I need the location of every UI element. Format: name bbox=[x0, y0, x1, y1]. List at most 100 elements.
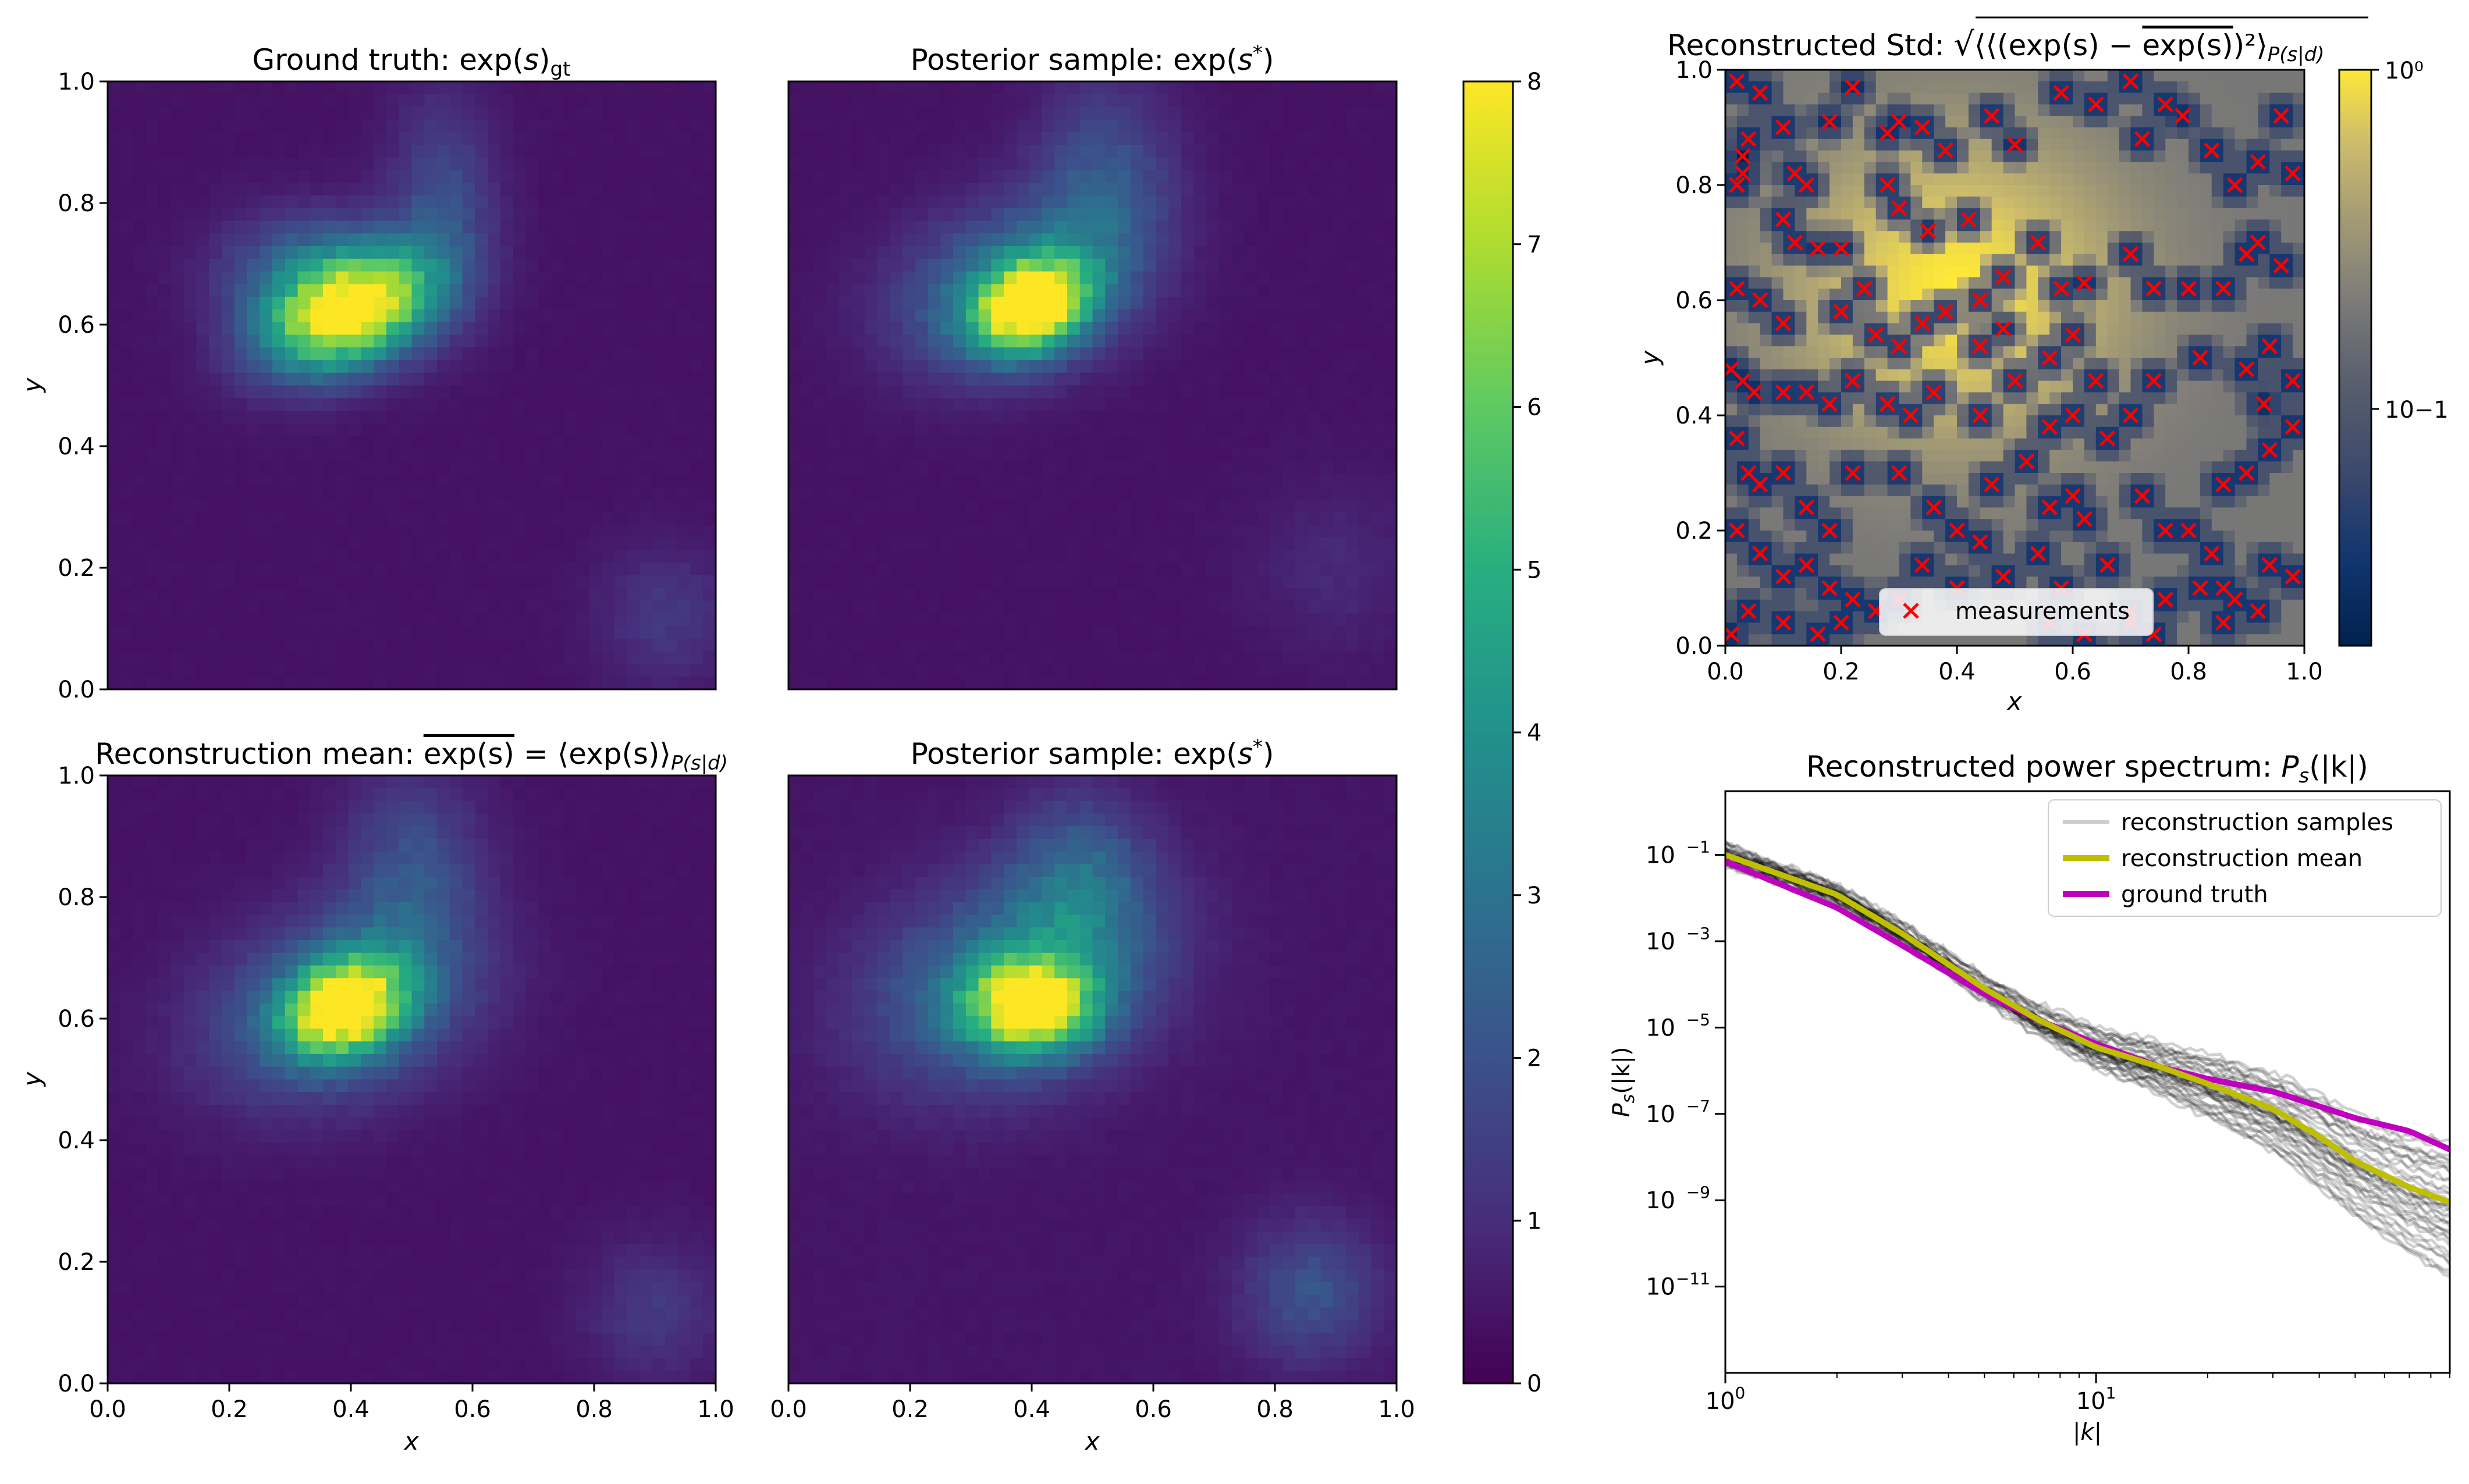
measurement-marker bbox=[2041, 350, 2058, 366]
measurement-marker bbox=[2180, 522, 2197, 539]
measurement-marker bbox=[2006, 372, 2023, 389]
axis-ticks-sample2: 0.0 0.2 0.4 0.6 0.8 1.0 bbox=[770, 1383, 1415, 1423]
measurement-marker bbox=[2180, 280, 2197, 297]
measurement-marker bbox=[2088, 372, 2104, 389]
measurement-marker bbox=[2273, 257, 2289, 274]
colorbar-tick-label: 3 bbox=[1527, 882, 1541, 909]
y-tick-label: 0.4 bbox=[58, 1127, 95, 1154]
measurement-marker bbox=[1845, 79, 1861, 95]
legend-label-mean: reconstruction mean bbox=[2121, 845, 2363, 872]
measurement-marker bbox=[1729, 522, 1745, 539]
measurement-marker bbox=[2099, 557, 2116, 574]
x-tick-label: 101 bbox=[2076, 1383, 2116, 1415]
legend-label-measurements: measurements bbox=[1955, 598, 2130, 625]
measurement-marker bbox=[2134, 131, 2151, 147]
measurement-marker bbox=[1746, 384, 1763, 401]
y-tick-label: 1.0 bbox=[58, 763, 95, 789]
measurement-marker bbox=[2076, 275, 2093, 291]
measurement-marker bbox=[1891, 113, 1907, 130]
measurement-marker bbox=[1960, 211, 1977, 228]
x-tick-label: 0.4 bbox=[1013, 1396, 1050, 1423]
measurement-marker bbox=[2285, 372, 2301, 389]
panel-title-sample1: Posterior sample: exp(s*) bbox=[911, 41, 1274, 77]
y-tick-exponent: −7 bbox=[1686, 1097, 1710, 1116]
measurement-marker bbox=[2006, 136, 2023, 153]
measurement-marker bbox=[2215, 614, 2232, 631]
measurement-marker bbox=[2255, 396, 2272, 412]
axes-frame bbox=[106, 774, 717, 1385]
axes-frame bbox=[787, 774, 1398, 1385]
measurement-marker bbox=[2053, 84, 2069, 101]
y-axis-label: Ps(|k|) bbox=[1608, 1047, 1639, 1117]
colorbar-std-tick-label: 10−1 bbox=[2385, 397, 2449, 424]
panel-posterior-sample-1: Posterior sample: exp(s*) bbox=[787, 41, 1398, 691]
colorbar-main: 0 1 2 3 4 5 6 7 8 bbox=[1462, 69, 1541, 1397]
x-tick-label: 0.4 bbox=[332, 1396, 370, 1423]
measurement-marker bbox=[2099, 430, 2116, 447]
y-tick-label: 0.0 bbox=[58, 1371, 95, 1397]
measurement-marker bbox=[2030, 234, 2047, 251]
measurement-marker bbox=[2122, 73, 2139, 90]
measurement-marker bbox=[1833, 240, 1849, 257]
measurement-marker bbox=[2226, 177, 2243, 193]
measurement-marker bbox=[1902, 407, 1919, 424]
measurement-marker bbox=[2285, 165, 2301, 182]
y-tick-exponent: −3 bbox=[1686, 924, 1710, 943]
axis-ticks-mean: 0.0 0.2 0.4 0.6 0.8 1.0 0.0 0.2 0.4 0.6 0.8 1.0 bbox=[58, 763, 734, 1423]
x-tick-label: 0.6 bbox=[1135, 1396, 1172, 1423]
legend-box bbox=[1879, 588, 2154, 636]
x-tick-label: 0.8 bbox=[1256, 1396, 1294, 1423]
x-tick-label: 1.0 bbox=[1378, 1396, 1415, 1423]
measurement-marker bbox=[1937, 304, 1953, 320]
x-tick-label: 0.8 bbox=[575, 1396, 613, 1423]
y-tick-label: 10 bbox=[1646, 1101, 1675, 1128]
y-tick-label: 10 bbox=[1646, 1274, 1675, 1301]
measurement-marker bbox=[2157, 96, 2173, 113]
heatmap-reconstruction-mean bbox=[108, 775, 716, 1383]
measurement-marker bbox=[1810, 626, 1826, 642]
measurement-marker bbox=[1729, 430, 1745, 447]
measurement-marker bbox=[1856, 280, 1873, 297]
measurement-marker bbox=[1972, 407, 1988, 424]
y-tick-exponent: −11 bbox=[1676, 1269, 1710, 1289]
colorbar-tick-label: 4 bbox=[1527, 720, 1541, 746]
measurement-marker bbox=[2261, 557, 2278, 574]
measurement-marker bbox=[1845, 592, 1861, 608]
measurement-marker bbox=[2065, 407, 2081, 424]
panel-title-power: Reconstructed power spectrum: Ps(|k|) bbox=[1806, 750, 2368, 788]
measurement-marker bbox=[1833, 614, 1849, 631]
x-tick-label: 0.8 bbox=[2170, 659, 2207, 685]
axes-frame bbox=[1724, 790, 2451, 1374]
measurement-marker bbox=[2065, 487, 2081, 504]
panel-title-mean: Reconstruction mean: exp(s) = ⟨exp(s)⟩P(… bbox=[95, 737, 728, 775]
x-axis-label: x bbox=[2006, 687, 2023, 716]
measurement-marker bbox=[1775, 211, 1792, 228]
measurement-marker bbox=[1867, 326, 1884, 343]
sample-line bbox=[1725, 857, 2450, 1170]
measurement-marker bbox=[1845, 465, 1861, 481]
measurement-marker bbox=[2238, 465, 2255, 481]
sample-line bbox=[1725, 859, 2450, 1243]
measurement-marker bbox=[1972, 534, 1988, 550]
axes-frame bbox=[787, 80, 1398, 691]
y-tick-label: 0.8 bbox=[1675, 172, 1713, 199]
sample-line bbox=[1725, 844, 2450, 1144]
x-tick-label: 1.0 bbox=[2286, 659, 2323, 685]
colorbar-ticks: 0 1 2 3 4 5 6 7 8 bbox=[1513, 69, 1541, 1397]
colorbar-tick-label: 5 bbox=[1527, 557, 1541, 583]
measurement-marker bbox=[1786, 234, 1803, 251]
measurement-marker bbox=[2261, 338, 2278, 354]
measurement-marker bbox=[1879, 177, 1896, 193]
measurement-marker bbox=[2215, 476, 2232, 493]
heatmap-posterior-sample-2 bbox=[788, 775, 1397, 1383]
measurement-marker bbox=[1775, 614, 1792, 631]
sample-line bbox=[1725, 840, 2450, 1272]
measurement-marker bbox=[2018, 453, 2035, 469]
measurement-marker bbox=[2076, 511, 2093, 527]
measurement-marker bbox=[1937, 142, 1953, 159]
measurement-marker bbox=[1798, 557, 1815, 574]
measurement-marker bbox=[1949, 522, 1965, 539]
measurement-marker bbox=[1740, 603, 1757, 620]
